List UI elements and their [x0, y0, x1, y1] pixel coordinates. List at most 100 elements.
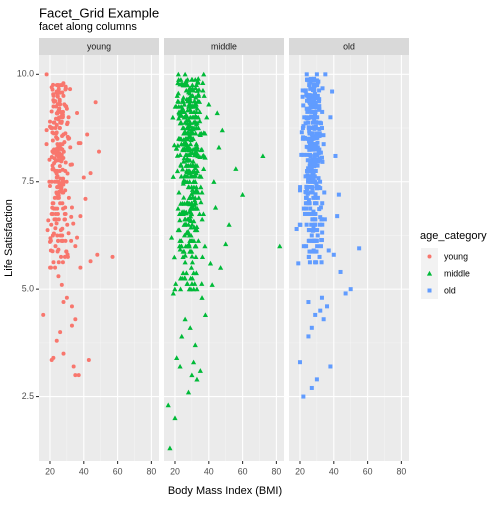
data-point-old	[304, 72, 309, 77]
data-point-middle	[178, 243, 185, 249]
data-point-young	[54, 89, 59, 94]
data-point-old	[304, 92, 309, 97]
data-point-young	[63, 169, 68, 173]
data-point-young	[59, 187, 64, 192]
data-point-old	[330, 89, 335, 94]
data-point-old	[305, 211, 310, 216]
data-point-old	[306, 198, 311, 203]
data-point-young	[63, 211, 68, 216]
data-point-young	[59, 119, 64, 124]
data-point-middle	[178, 103, 184, 109]
data-point-young	[61, 93, 66, 98]
data-point-middle	[193, 270, 199, 276]
data-point-young	[60, 83, 65, 88]
y-axis: 2.5 5.0 7.5 10.0	[17, 69, 39, 401]
data-point-middle	[219, 127, 225, 133]
data-point-middle	[199, 295, 205, 300]
data-point-old	[297, 188, 302, 193]
data-point-young	[58, 181, 63, 186]
data-point-middle	[174, 168, 181, 174]
data-point-middle	[182, 216, 188, 222]
data-point-old	[312, 222, 317, 227]
data-point-old	[313, 228, 318, 233]
data-point-middle	[204, 114, 210, 120]
data-point-old	[312, 201, 317, 206]
data-point-middle	[190, 173, 196, 179]
data-point-middle	[181, 155, 187, 161]
data-point-young	[73, 244, 78, 249]
data-point-old	[312, 109, 317, 114]
data-point-old	[294, 227, 299, 231]
data-point-old	[320, 86, 325, 91]
data-point-old	[326, 248, 331, 253]
data-point-middle	[179, 166, 186, 172]
data-point-middle	[180, 270, 186, 276]
data-point-old	[313, 260, 318, 265]
data-point-old	[312, 154, 317, 159]
data-point-young	[49, 154, 54, 159]
data-point-old	[301, 244, 306, 249]
data-point-young	[53, 217, 58, 222]
data-point-young	[76, 373, 81, 378]
data-point-middle	[218, 265, 224, 270]
data-point-old	[319, 238, 324, 243]
data-point-middle	[187, 85, 193, 91]
data-point-young	[110, 254, 115, 259]
data-point-young	[75, 235, 80, 240]
data-point-old	[343, 291, 348, 296]
data-point-young	[50, 138, 55, 143]
data-point-middle	[192, 197, 198, 203]
x-tick-label: 60	[113, 466, 123, 476]
data-point-middle	[194, 224, 200, 229]
data-point-young	[60, 260, 65, 265]
data-point-old	[307, 106, 312, 111]
data-point-young	[52, 179, 57, 184]
data-point-middle	[197, 118, 203, 124]
data-point-young	[63, 238, 68, 243]
data-point-old	[315, 80, 320, 85]
data-point-middle	[198, 199, 204, 205]
data-point-old	[317, 88, 322, 93]
data-point-middle	[188, 265, 195, 270]
data-point-old	[301, 103, 306, 108]
data-point-middle	[189, 253, 195, 259]
data-point-old	[304, 195, 309, 200]
data-point-old	[303, 88, 308, 93]
data-point-old	[317, 133, 322, 138]
data-point-young	[44, 128, 49, 133]
data-point-young	[65, 254, 70, 259]
data-point-middle	[176, 115, 182, 121]
data-point-middle	[194, 163, 200, 168]
data-point-old	[317, 99, 322, 104]
x-tick-label: 60	[363, 466, 373, 476]
data-point-middle	[177, 217, 183, 223]
data-point-middle	[184, 243, 191, 249]
data-point-young	[41, 312, 46, 317]
data-point-middle	[186, 208, 193, 214]
data-point-middle	[177, 286, 184, 292]
data-point-middle	[193, 130, 199, 136]
data-point-middle	[199, 254, 206, 260]
data-point-middle	[202, 243, 208, 249]
data-point-young	[55, 94, 60, 99]
data-point-middle	[193, 141, 199, 147]
data-point-old	[310, 147, 315, 152]
data-point-old	[301, 135, 306, 140]
data-point-middle	[196, 211, 203, 217]
data-point-old	[314, 104, 319, 109]
data-point-old	[333, 153, 338, 158]
data-point-young	[58, 176, 63, 181]
data-point-middle	[198, 174, 204, 179]
data-point-young	[55, 233, 60, 238]
data-point-young	[56, 238, 61, 243]
data-point-old	[336, 192, 341, 197]
data-point-young	[69, 238, 74, 243]
data-point-young	[54, 175, 59, 180]
data-point-middle	[226, 222, 232, 227]
data-point-middle	[170, 174, 176, 179]
data-point-middle	[184, 158, 190, 163]
data-point-middle	[180, 125, 186, 131]
data-point-middle	[186, 195, 193, 200]
data-point-young	[57, 109, 62, 114]
data-point-young	[54, 221, 59, 226]
